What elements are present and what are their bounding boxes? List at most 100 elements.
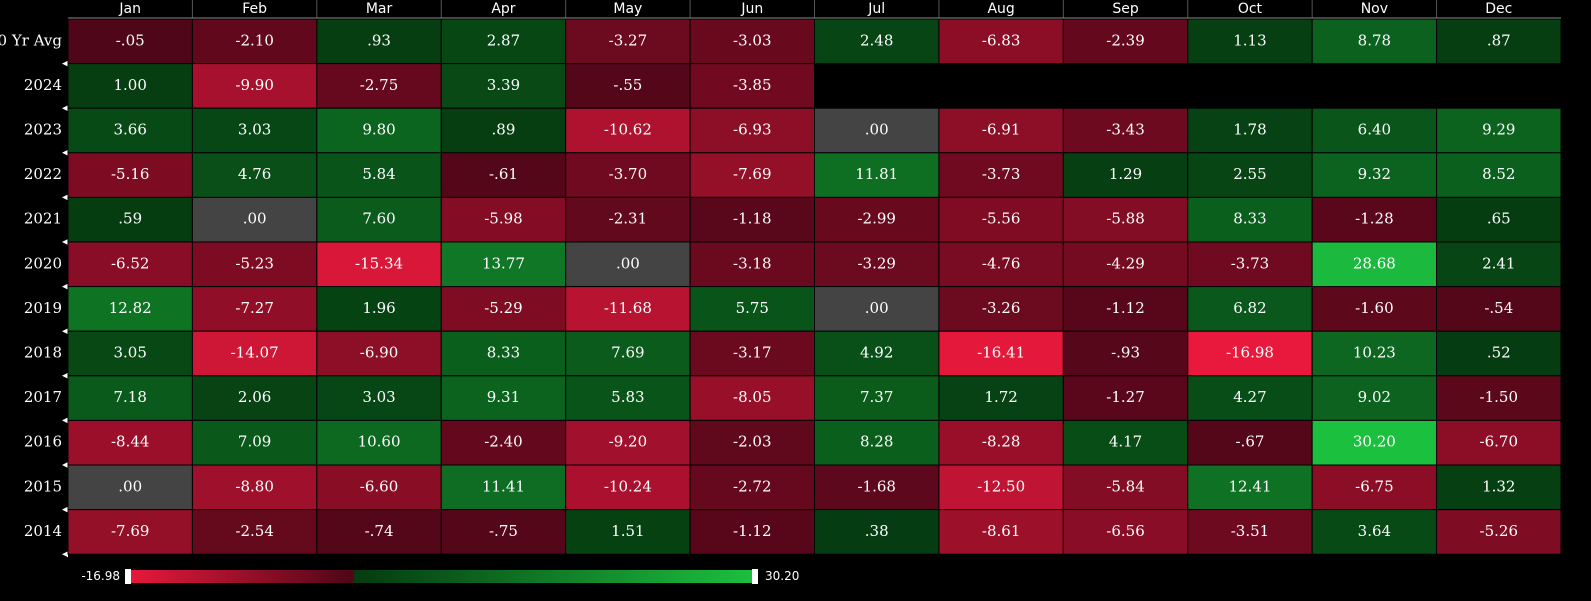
cell bbox=[1311, 18, 1438, 65]
cell-label: 1.29 bbox=[1109, 165, 1142, 183]
cell-label: -2.31 bbox=[609, 210, 647, 228]
cell bbox=[938, 464, 1064, 511]
cell-label: -2.10 bbox=[235, 31, 273, 49]
cell-label: 9.32 bbox=[1358, 165, 1391, 183]
colorbar-label: 30.20 bbox=[765, 569, 799, 583]
cell-label: 6.82 bbox=[1233, 299, 1266, 317]
cell-label: 2.55 bbox=[1233, 165, 1266, 183]
cell-label: 1.00 bbox=[114, 76, 147, 94]
cell-label: -1.12 bbox=[733, 522, 771, 540]
cell-label: -1.28 bbox=[1355, 210, 1393, 228]
cell bbox=[1436, 18, 1562, 65]
cell-label: -.61 bbox=[489, 165, 518, 183]
cell-label: -12.50 bbox=[977, 477, 1025, 495]
cell bbox=[440, 464, 567, 511]
cell-label: -3.51 bbox=[1231, 522, 1269, 540]
cell bbox=[565, 419, 691, 466]
cell bbox=[1187, 375, 1313, 421]
row-marker bbox=[62, 105, 68, 112]
cell-label: 1.72 bbox=[984, 388, 1017, 406]
cell-label: 2.06 bbox=[238, 388, 271, 406]
row-label: 2022 bbox=[24, 165, 62, 183]
cell bbox=[440, 419, 567, 466]
cell bbox=[814, 464, 940, 511]
cell bbox=[689, 63, 815, 109]
cell-label: -9.20 bbox=[609, 433, 647, 451]
cell-label: .00 bbox=[243, 210, 267, 228]
cell bbox=[316, 419, 442, 466]
cell-label: -5.29 bbox=[484, 299, 522, 317]
cell bbox=[565, 63, 691, 109]
cell bbox=[1062, 241, 1189, 288]
cell bbox=[440, 330, 567, 377]
column-label: Jun bbox=[740, 1, 763, 17]
cell bbox=[1062, 419, 1189, 466]
cell-label: 7.60 bbox=[362, 210, 395, 228]
cell-label: 2.41 bbox=[1482, 254, 1515, 272]
cell-label: .00 bbox=[616, 254, 640, 272]
cell bbox=[689, 509, 815, 555]
cell-label: 4.92 bbox=[860, 344, 893, 362]
cell bbox=[67, 464, 193, 511]
cell-label: -8.80 bbox=[235, 477, 273, 495]
cell bbox=[1187, 152, 1313, 198]
row-marker bbox=[62, 417, 68, 424]
cell bbox=[689, 286, 815, 332]
cell-label: 8.28 bbox=[860, 433, 893, 451]
cell bbox=[440, 286, 567, 332]
cell bbox=[814, 509, 940, 555]
column-label: Nov bbox=[1361, 1, 1388, 17]
cell-label: -5.16 bbox=[111, 165, 149, 183]
cell-label: 9.31 bbox=[487, 388, 520, 406]
cell-label: 8.33 bbox=[487, 344, 520, 362]
cell bbox=[1311, 464, 1438, 511]
cell bbox=[1187, 196, 1313, 243]
cell-label: -.67 bbox=[1235, 433, 1264, 451]
cell bbox=[689, 241, 815, 288]
cell-label: -16.98 bbox=[1226, 344, 1274, 362]
cell-label: -5.88 bbox=[1106, 210, 1144, 228]
cell-label: -8.28 bbox=[982, 433, 1020, 451]
cell-label: .00 bbox=[118, 477, 142, 495]
cell-label: -3.26 bbox=[982, 299, 1020, 317]
cell-label: -14.07 bbox=[231, 344, 279, 362]
cell bbox=[440, 63, 567, 109]
cell bbox=[1187, 419, 1313, 466]
cell bbox=[814, 152, 940, 198]
cell-label: 9.29 bbox=[1482, 121, 1515, 139]
cell bbox=[1062, 375, 1189, 421]
cell-label: -1.50 bbox=[1480, 388, 1518, 406]
cell-label: -1.68 bbox=[857, 477, 895, 495]
cell-label: -3.70 bbox=[609, 165, 647, 183]
cell bbox=[689, 375, 815, 421]
cell bbox=[316, 196, 442, 243]
cell-label: -2.39 bbox=[1106, 31, 1144, 49]
row-marker bbox=[62, 283, 68, 290]
column-label: Oct bbox=[1238, 1, 1263, 17]
cell-label: -.75 bbox=[489, 522, 518, 540]
cell-label: 7.18 bbox=[114, 388, 147, 406]
row-marker bbox=[62, 551, 68, 558]
row-marker bbox=[62, 194, 68, 201]
cell bbox=[565, 509, 691, 555]
cell-label: -2.75 bbox=[360, 76, 398, 94]
row-marker bbox=[62, 372, 68, 379]
cell-label: 1.96 bbox=[362, 299, 395, 317]
cell-label: -2.40 bbox=[484, 433, 522, 451]
row-marker bbox=[62, 149, 68, 156]
cell-label: -9.90 bbox=[235, 76, 273, 94]
cell-label: -4.29 bbox=[1106, 254, 1144, 272]
cell-label: -3.85 bbox=[733, 76, 771, 94]
cell bbox=[1187, 18, 1313, 65]
cell-label: -5.56 bbox=[982, 210, 1020, 228]
cell bbox=[1436, 375, 1562, 421]
cell-label: 2.87 bbox=[487, 31, 520, 49]
cell-label: .87 bbox=[1487, 31, 1511, 49]
cell bbox=[1062, 330, 1189, 377]
cell bbox=[191, 107, 318, 154]
cell-label: -7.69 bbox=[733, 165, 771, 183]
cell bbox=[440, 375, 567, 421]
cell-label: 3.66 bbox=[114, 121, 147, 139]
cell-label: -.54 bbox=[1484, 299, 1513, 317]
cell bbox=[1311, 419, 1438, 466]
